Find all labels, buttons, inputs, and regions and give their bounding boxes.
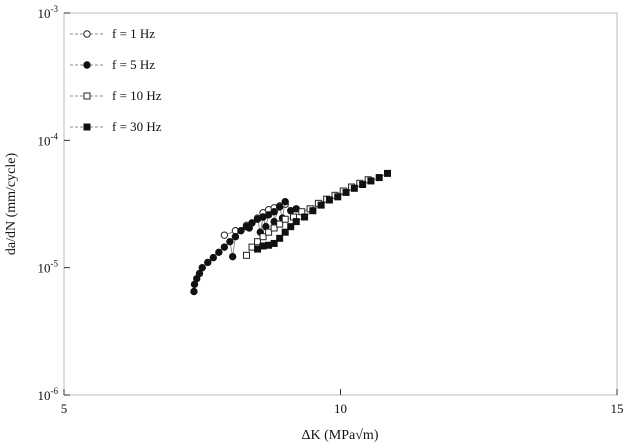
x-tick-label: 15: [611, 401, 624, 416]
data-point: [204, 258, 212, 267]
tick-layer: 5 10 15 10-6 10-5 10-4 10-3: [38, 4, 624, 416]
legend: f = 1 Hz f = 5 Hz f = 10 Hz f = 30 Hz: [70, 26, 162, 134]
data-point: [231, 233, 240, 241]
data-point: [301, 213, 309, 221]
legend-label-30hz: f = 30 Hz: [112, 119, 162, 134]
series-3: [254, 169, 392, 253]
data-point: [259, 233, 267, 241]
data-point: [359, 180, 367, 188]
data-point: [281, 228, 289, 236]
data-point: [375, 174, 383, 182]
data-point: [281, 197, 289, 206]
data-point: [190, 287, 198, 296]
legend-entry-5hz: f = 5 Hz: [70, 57, 155, 72]
data-point: [270, 239, 278, 247]
y-tick-label: 10-4: [38, 131, 59, 148]
data-point: [334, 193, 342, 201]
data-point: [264, 211, 273, 219]
data-point: [317, 201, 325, 209]
legend-marker-30hz: [83, 123, 91, 131]
data-point: [226, 237, 234, 246]
data-point: [209, 253, 218, 262]
x-axis-label: ΔK (MPa√m): [302, 428, 379, 443]
data-point: [275, 203, 284, 211]
legend-label-1hz: f = 1 Hz: [112, 26, 155, 41]
legend-label-5hz: f = 5 Hz: [112, 57, 155, 72]
data-point: [276, 234, 284, 242]
data-point: [215, 248, 223, 257]
data-point: [292, 218, 300, 226]
legend-marker-10hz: [83, 92, 91, 100]
legend-marker-1hz: [83, 30, 91, 38]
data-point: [309, 207, 317, 215]
data-point: [384, 169, 392, 177]
data-point: [367, 177, 375, 185]
data-point: [287, 223, 295, 231]
legend-entry-30hz: f = 30 Hz: [70, 119, 162, 134]
legend-entry-1hz: f = 1 Hz: [70, 26, 155, 41]
data-point: [245, 224, 253, 232]
data-point: [228, 252, 237, 261]
data-point: [198, 263, 206, 272]
x-tick-label: 5: [61, 401, 68, 416]
data-point: [276, 220, 284, 228]
data-point: [237, 227, 245, 235]
data-point: [254, 238, 262, 246]
y-tick-label: 10-5: [38, 259, 59, 276]
data-point: [270, 208, 278, 216]
y-tick-label: 10-3: [38, 4, 59, 21]
data-point: [342, 188, 350, 196]
data-point: [325, 196, 333, 204]
data-point: [265, 228, 273, 236]
x-tick-label: 10: [334, 401, 347, 416]
data-point: [220, 231, 229, 239]
data-point: [220, 243, 229, 251]
y-tick-label: 10-6: [38, 386, 59, 403]
data-point: [242, 251, 250, 259]
series-1: [190, 197, 300, 296]
data-point: [195, 269, 204, 278]
data-point: [281, 215, 289, 223]
legend-marker-5hz: [83, 61, 91, 69]
y-axis-label: da/dN (mm/cycle): [4, 153, 19, 256]
legend-label-10hz: f = 10 Hz: [112, 88, 162, 103]
data-point: [270, 224, 278, 232]
data-point: [350, 184, 358, 192]
legend-entry-10hz: f = 10 Hz: [70, 88, 162, 103]
series-layer: [190, 169, 392, 296]
